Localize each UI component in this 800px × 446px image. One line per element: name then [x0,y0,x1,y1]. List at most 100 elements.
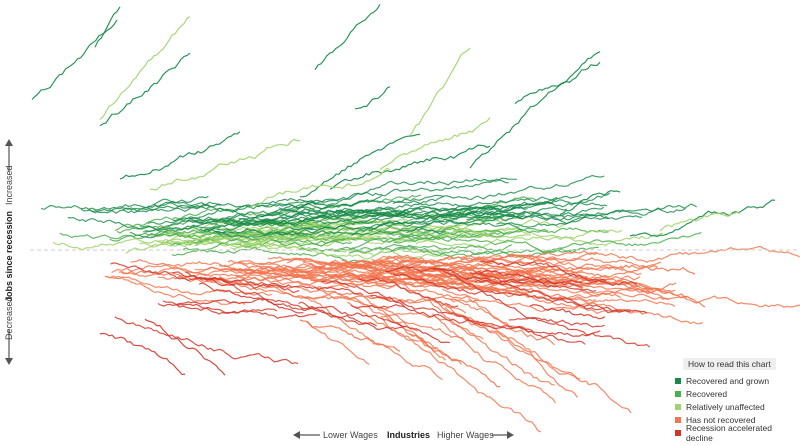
industry-line [381,317,542,433]
industry-line [226,212,340,223]
industry-line [235,274,518,291]
legend-title[interactable]: How to read this chart [683,358,776,370]
industry-line [379,117,491,171]
industry-line [157,297,406,328]
industry-line [298,301,450,344]
industry-line [619,264,696,275]
legend-label: Has not recovered [686,415,756,426]
industry-line [466,207,686,222]
industry-line [350,304,601,338]
industry-line [358,277,459,308]
industry-line [125,230,373,254]
industry-line [213,227,447,239]
industry-line [559,189,621,215]
industry-line [122,197,340,211]
industry-line [469,51,601,169]
y-down-label: Decreased [4,296,14,340]
x-right-label: Higher Wages [437,430,494,440]
industry-line [449,298,555,346]
industry-line [446,303,578,398]
industry-line [335,174,605,213]
industry-line [348,243,513,254]
industry-line [463,276,648,314]
series-lines [31,3,800,433]
industry-line [316,285,419,332]
industry-line [182,246,376,264]
industry-line [176,304,278,315]
industry-line [480,260,607,282]
industry-line [203,194,444,232]
industry-line [99,16,191,120]
industry-line [415,232,664,249]
industry-line [199,210,329,232]
industry-line [409,47,471,136]
x-left-label: Lower Wages [323,430,378,440]
industry-line [496,203,697,228]
industry-line [299,133,421,198]
industry-line [59,230,226,240]
industry-line [301,295,443,381]
industry-line [329,144,491,190]
industry-line [432,313,556,404]
industry-line [99,52,191,127]
industry-line [379,306,484,340]
legend-label: Recovered and grown [686,375,770,386]
industry-line [414,263,583,274]
industry-line [172,271,364,296]
industry-line [433,268,651,348]
industry-line [299,319,401,352]
legend-item: Recovered and grown [675,374,800,387]
industry-line [390,231,702,258]
industry-line [129,224,215,239]
industry-line [230,261,383,274]
arrow-right-icon [507,431,514,439]
legend-swatch [675,403,681,410]
industry-line [261,178,509,218]
legend-item: Has not recovered [675,414,800,427]
y-up-label: Increased [4,165,14,205]
industry-line [171,223,431,257]
industry-line [624,284,706,308]
industry-line [238,205,423,227]
industry-line [223,210,391,227]
industry-line [508,316,605,328]
legend-item: Recovered [675,387,800,400]
industry-line [341,259,654,293]
industry-line [469,271,597,293]
industry-line [306,320,370,365]
industry-line [388,314,465,341]
industry-line [283,177,517,212]
industry-line [371,254,620,270]
industry-line [459,315,632,414]
legend-label: Recession accelerated decline [685,423,772,444]
industry-line [207,227,314,236]
industry-line [421,204,528,213]
legend-label: Relatively unaffected [686,401,765,412]
industry-line [399,297,467,314]
industry-line [474,277,584,289]
x-axis: Lower Wages Industries Higher Wages [293,430,514,440]
industry-line [286,254,429,269]
arrow-up-icon [5,139,13,146]
industry-line [529,304,606,320]
industry-line [99,332,186,376]
industry-line [368,213,453,231]
industry-line [354,86,391,110]
industry-line [198,282,377,327]
industry-line [314,3,381,71]
industry-line [441,211,609,221]
arrow-left-icon [293,431,300,439]
industry-line [301,270,456,285]
industry-line [114,316,299,365]
industry-line [110,262,300,294]
industry-line [40,203,222,214]
legend-swatch [675,390,681,397]
industry-line [80,195,209,214]
industry-line [478,269,638,287]
industry-line [424,296,555,386]
industry-line [449,210,642,225]
industry-line [121,260,326,275]
industry-line [336,227,531,239]
legend-item: Recession accelerated decline [675,423,800,443]
